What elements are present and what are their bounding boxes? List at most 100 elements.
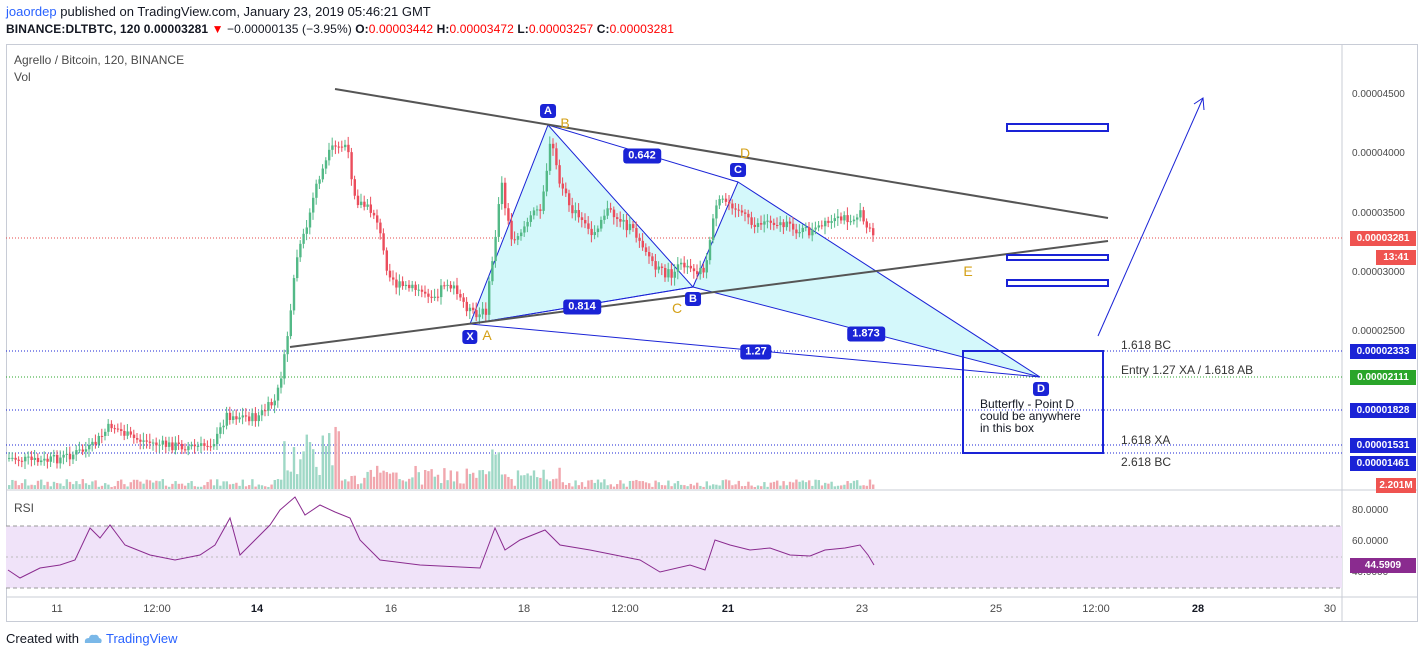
pattern-point-c[interactable]: C xyxy=(730,163,746,177)
candle-body xyxy=(446,284,449,286)
candle-body xyxy=(155,442,158,446)
candle-body xyxy=(91,441,94,445)
target-box-2 xyxy=(1006,254,1109,261)
candle-body xyxy=(356,195,360,206)
volume-bar xyxy=(520,475,523,489)
candle-body xyxy=(168,442,171,447)
low-label: L: xyxy=(517,22,529,36)
ratio-label-127[interactable]: 1.27 xyxy=(740,344,772,360)
pattern-point-d[interactable]: D xyxy=(1033,382,1049,396)
candle-body xyxy=(158,444,161,446)
ratio-label-0642[interactable]: 0.642 xyxy=(623,148,661,164)
candle-body xyxy=(708,240,712,261)
candle-body xyxy=(209,446,212,448)
ratio-label-0814[interactable]: 0.814 xyxy=(563,299,601,315)
candle-body xyxy=(248,416,251,422)
volume-bar xyxy=(52,481,56,489)
volume-bar xyxy=(276,479,280,489)
volume-bar xyxy=(17,485,20,489)
volume-bar xyxy=(152,482,155,489)
volume-bar xyxy=(196,486,200,489)
ratio-label-1873[interactable]: 1.873 xyxy=(847,326,885,342)
volume-bar xyxy=(478,470,481,489)
time-tick: 28 xyxy=(1191,603,1205,615)
pattern-point-x[interactable]: X xyxy=(462,330,478,344)
candle-body xyxy=(363,201,366,207)
close-label: C: xyxy=(596,22,610,36)
volume-bar xyxy=(552,479,555,489)
volume-bar xyxy=(200,486,203,489)
candle-body xyxy=(283,354,286,379)
candle-body xyxy=(760,223,763,225)
volume-bar xyxy=(382,470,385,489)
volume-bar xyxy=(344,479,347,489)
volume-bar xyxy=(401,480,404,489)
candle-body xyxy=(795,229,798,234)
candle-body xyxy=(603,215,606,220)
volume-bar xyxy=(84,483,88,489)
candle-body xyxy=(657,266,660,270)
candle-body xyxy=(408,284,411,289)
volume-bar xyxy=(123,484,126,489)
volume-bar xyxy=(590,479,593,489)
candle-body xyxy=(395,279,398,288)
candle-body xyxy=(846,215,849,223)
tradingview-logo-text[interactable]: TradingView xyxy=(106,631,178,646)
candle-body xyxy=(692,268,696,272)
time-tick: 30 xyxy=(1323,603,1337,615)
rsi-line xyxy=(7,496,875,579)
volume-bar xyxy=(132,479,136,489)
candle-body xyxy=(136,438,139,440)
pattern-point-b[interactable]: B xyxy=(685,292,701,306)
volume-bar xyxy=(808,480,811,489)
volume-bar xyxy=(577,485,580,489)
candle-body xyxy=(59,457,62,464)
author-link[interactable]: joaordep xyxy=(6,4,57,19)
volume-bar xyxy=(65,479,68,489)
candle-body xyxy=(49,456,52,462)
volume-bar xyxy=(232,483,235,489)
wave-label-d: D xyxy=(739,145,751,161)
volume-bar xyxy=(164,485,168,489)
chart-frame[interactable] xyxy=(6,44,1418,622)
volume-bar xyxy=(433,476,436,489)
candle-body xyxy=(756,223,760,227)
volume-bar xyxy=(603,479,606,489)
candle-body xyxy=(491,261,494,282)
candle-body xyxy=(324,160,328,169)
candle-body xyxy=(632,224,635,229)
vol-label: Vol xyxy=(14,70,31,84)
price-tick: 0.00003500 xyxy=(1352,208,1405,219)
candle-body xyxy=(520,232,523,237)
volume-bar xyxy=(120,479,123,489)
candle-body xyxy=(616,217,619,220)
candle-body xyxy=(344,144,347,148)
candle-body xyxy=(750,217,753,225)
candle-body xyxy=(56,454,59,464)
level-box-1618xa: 0.00001531 xyxy=(1350,438,1416,453)
candle-body xyxy=(123,431,126,436)
candle-body xyxy=(673,271,676,278)
target-box-1 xyxy=(1006,123,1109,132)
volume-bar xyxy=(587,480,590,489)
candle-body xyxy=(497,204,500,237)
candle-body xyxy=(177,442,180,444)
volume-bar xyxy=(664,485,667,489)
candle-body xyxy=(532,210,536,216)
candle-body xyxy=(529,215,532,222)
volume-bar xyxy=(862,485,865,489)
candle-body xyxy=(174,442,177,451)
candle-body xyxy=(788,221,792,224)
candle-body xyxy=(404,284,408,287)
candle-body xyxy=(78,449,81,451)
volume-bar xyxy=(504,474,507,489)
candle-body xyxy=(100,435,104,437)
pattern-point-a[interactable]: A xyxy=(540,104,556,118)
volume-bar xyxy=(616,484,619,489)
candle-body xyxy=(296,257,299,279)
volume-bar xyxy=(574,480,577,489)
candle-body xyxy=(596,228,600,233)
candle-body xyxy=(427,293,430,297)
candle-body xyxy=(545,170,548,192)
